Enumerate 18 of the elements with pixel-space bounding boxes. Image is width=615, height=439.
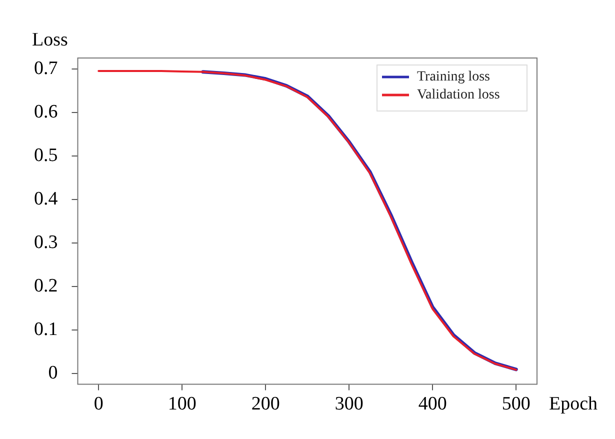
- y-tick-label: 0.1: [34, 318, 58, 340]
- x-tick-label: 200: [251, 394, 280, 415]
- y-tick-label: 0.3: [34, 232, 58, 253]
- x-axis-title: Epoch: [549, 394, 598, 415]
- x-tick-label: 0: [94, 394, 104, 415]
- y-tick-label: 0.6: [34, 101, 58, 122]
- y-tick-label: 0.4: [34, 188, 58, 210]
- x-tick-label: 500: [502, 394, 530, 415]
- y-tick-label: 0.5: [34, 144, 58, 166]
- x-tick-label: 100: [168, 394, 196, 415]
- legend-label: Training loss: [417, 70, 490, 85]
- y-axis-title: Loss: [32, 29, 68, 50]
- y-tick-label: 0.7: [34, 58, 58, 79]
- y-tick-label: 0.2: [34, 275, 58, 296]
- x-tick-label: 300: [334, 394, 364, 415]
- x-tick-label: 400: [418, 394, 447, 415]
- y-tick-label: 0: [48, 362, 58, 384]
- legend-label: Validation loss: [417, 88, 500, 103]
